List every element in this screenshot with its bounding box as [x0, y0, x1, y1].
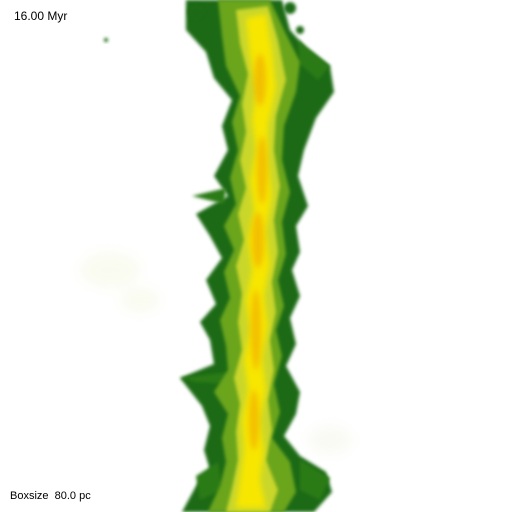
- faint-haze: [80, 252, 352, 454]
- boxsize-label: Boxsize 80.0 pc: [10, 490, 91, 502]
- filament-wisps: [180, 40, 330, 500]
- filament-top-debris: [104, 2, 304, 42]
- filament-hot-spine: [249, 54, 267, 450]
- time-label: 16.00 Myr: [14, 9, 68, 23]
